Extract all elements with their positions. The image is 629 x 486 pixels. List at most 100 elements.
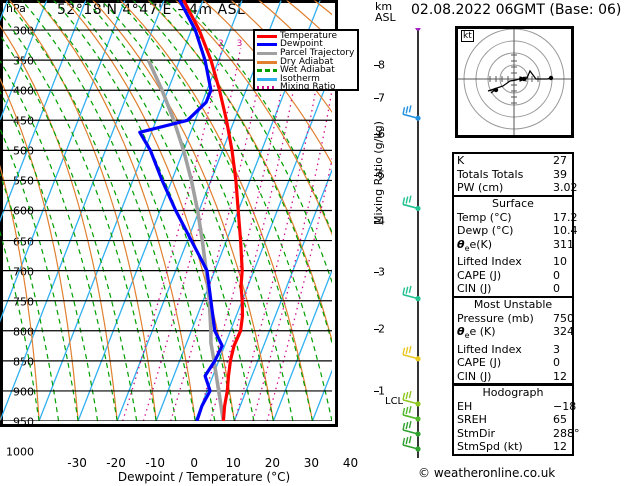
- legend-swatch: [257, 43, 277, 47]
- info-key: Temp (°C): [457, 210, 512, 224]
- altitude-tick: [374, 391, 379, 393]
- altitude-tick-label: 5: [378, 168, 385, 182]
- info-row: Lifted Index 3: [454, 343, 572, 357]
- svg-text:2: 2: [218, 39, 224, 49]
- altitude-tick-label: 8: [378, 58, 385, 72]
- info-key: PW (cm): [457, 181, 504, 194]
- info-key: K: [457, 154, 465, 167]
- panel-title: Hodograph: [482, 386, 544, 399]
- temperature-tick-label: -10: [145, 456, 165, 470]
- info-row: CAPE (J) 0: [454, 269, 572, 283]
- temperature-axis: -30 -20 -10 0 10 20 30 40: [35, 456, 373, 472]
- pressure-tick-label: 450: [13, 114, 34, 128]
- hodograph-panel: kt: [455, 26, 574, 138]
- info-row: Pressure (mb) 750: [454, 311, 574, 326]
- altitude-tick-label: 3: [378, 265, 385, 279]
- info-value: 311: [553, 237, 574, 251]
- wind-barb: [402, 390, 421, 407]
- stability-indices-panel: K 27 Totals Totals 39 PW (cm) 3.02: [452, 152, 578, 197]
- info-value: 10.4: [553, 224, 578, 237]
- km-axis-unit-line2: ASL: [375, 11, 396, 24]
- info-value: 65: [553, 413, 567, 426]
- legend-label: Parcel Trajectory: [280, 47, 355, 58]
- most-unstable-parcel-panel: Most Unstable Pressure (mb) 750 θee (K) 324 L…: [452, 296, 574, 386]
- info-row: CIN (J) 12: [454, 370, 572, 384]
- legend-label: Dry Adiabat: [280, 56, 334, 67]
- legend-item: Dewpoint: [257, 39, 355, 50]
- info-value: 288°: [553, 426, 580, 440]
- pressure-tick-label: 950: [13, 415, 34, 429]
- copyright-notice: © weatheronline.co.uk: [418, 466, 556, 480]
- panel-title: Surface: [492, 197, 534, 210]
- hodograph-unit-label: kt: [461, 30, 474, 42]
- info-row: Temp (°C) 17.2: [454, 210, 578, 225]
- legend-swatch: [257, 60, 277, 64]
- pressure-tick-label: 300: [13, 24, 34, 38]
- info-key: StmSpd (kt): [457, 440, 523, 453]
- pressure-tick-label: 600: [13, 204, 34, 218]
- legend-item: Wet Adiabat: [257, 66, 355, 75]
- info-row: CAPE (J) 0: [454, 356, 572, 370]
- info-value: 3: [553, 342, 560, 356]
- lcl-label: LCL: [385, 396, 404, 408]
- info-key: Dewp (°C): [457, 224, 514, 237]
- info-row: Dewp (°C) 10.4: [454, 224, 578, 238]
- parcel-trajectory-curve: [146, 59, 226, 421]
- info-value: 10: [553, 255, 567, 269]
- pressure-tick-label: 1000: [6, 445, 34, 459]
- info-row: StmDir 288°: [454, 426, 580, 441]
- legend-swatch: [257, 86, 277, 90]
- info-row: θee(K) 311: [454, 237, 574, 256]
- legend-label: Isotherm: [280, 73, 320, 84]
- info-value: 750: [553, 311, 574, 325]
- legend-label: Wet Adiabat: [280, 65, 335, 76]
- legend-swatch: [257, 51, 277, 55]
- altitude-tick: [374, 97, 379, 99]
- pressure-tick-label: 900: [13, 385, 34, 399]
- temperature-tick-label: -20: [106, 456, 126, 470]
- legend-item: Temperature: [257, 31, 355, 41]
- legend-label: Mixing Ratio: [280, 82, 336, 93]
- temperature-tick-label: 20: [264, 456, 280, 470]
- wind-barb: [402, 345, 421, 362]
- altitude-tick: [374, 134, 379, 136]
- temperature-tick-label: 40: [342, 456, 359, 470]
- legend-item: Mixing Ratio: [257, 82, 355, 93]
- wind-barb: [402, 105, 421, 121]
- legend-swatch: [257, 77, 277, 81]
- pressure-tick-label: 550: [13, 174, 34, 188]
- legend-label: Dewpoint: [280, 39, 323, 50]
- legend: Temperature Dewpoint Parcel Trajectory Dry …: [253, 29, 359, 93]
- altitude-tick: [374, 175, 379, 177]
- km-axis-unit-label: km ASL: [375, 1, 396, 23]
- temperature-tick-label: -30: [67, 456, 87, 470]
- info-key: Totals Totals: [457, 167, 524, 181]
- info-value: 27: [553, 154, 567, 167]
- wind-barb: [402, 405, 421, 422]
- legend-item: Parcel Trajectory: [257, 47, 355, 58]
- info-key: CIN (J): [457, 282, 492, 296]
- dewpoint-curve: [138, 0, 224, 421]
- altitude-tick-label: 2: [378, 322, 385, 336]
- info-value: 39: [553, 167, 567, 181]
- wind-barb: [402, 436, 421, 452]
- temperature-tick-label: 0: [190, 456, 199, 470]
- mixing-ratio-axis-title: Mixing Ratio (g/kg): [372, 121, 385, 225]
- wind-barb-column: [398, 15, 438, 468]
- wind-barb-svg: [402, 15, 421, 458]
- info-row: SREH 65: [454, 413, 572, 427]
- altitude-tick-label: 1: [378, 384, 385, 398]
- altitude-tick: [374, 272, 379, 274]
- info-key: SREH: [457, 413, 487, 426]
- info-key: StmDir: [457, 426, 496, 440]
- temperature-tick-label: 30: [303, 456, 320, 470]
- mixing-ratio-lines: [122, 47, 332, 421]
- info-key: θee (K): [457, 325, 496, 341]
- wind-barb: [402, 15, 421, 31]
- date-title: 02.08.2022 06GMT (Base: 06): [411, 2, 622, 18]
- info-row: CIN (J) 0: [454, 282, 572, 296]
- info-key: EH: [457, 399, 473, 413]
- altitude-tick: [374, 221, 379, 223]
- wind-barb: [402, 421, 421, 437]
- wind-barb: [402, 285, 421, 302]
